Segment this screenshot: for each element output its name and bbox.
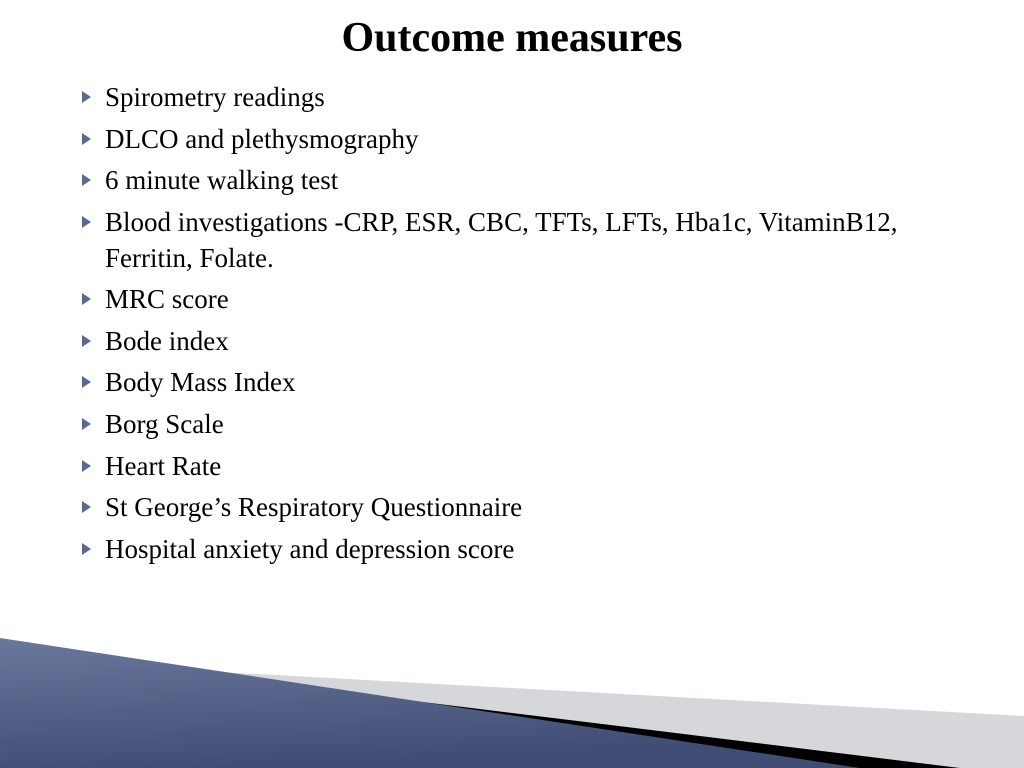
triangle-bullet-icon bbox=[82, 418, 91, 430]
list-item: DLCO and plethysmography bbox=[82, 122, 964, 158]
triangle-bullet-icon bbox=[82, 133, 91, 145]
list-item-text: St George’s Respiratory Questionnaire bbox=[105, 490, 964, 526]
slide: Outcome measures Spirometry readings DLCO… bbox=[0, 0, 1024, 768]
slide-content: Spirometry readings DLCO and plethysmogra… bbox=[0, 62, 1024, 568]
corner-decoration bbox=[0, 598, 1024, 768]
list-item-text: Borg Scale bbox=[105, 407, 964, 443]
list-item-text: Spirometry readings bbox=[105, 80, 964, 116]
triangle-bullet-icon bbox=[82, 543, 91, 555]
list-item: Borg Scale bbox=[82, 407, 964, 443]
list-item: St George’s Respiratory Questionnaire bbox=[82, 490, 964, 526]
list-item: Bode index bbox=[82, 324, 964, 360]
list-item: Spirometry readings bbox=[82, 80, 964, 116]
bullet-list: Spirometry readings DLCO and plethysmogra… bbox=[82, 80, 964, 568]
triangle-bullet-icon bbox=[82, 216, 91, 228]
list-item-text: Hospital anxiety and depression score bbox=[105, 532, 964, 568]
list-item-text: DLCO and plethysmography bbox=[105, 122, 964, 158]
list-item-text: 6 minute walking test bbox=[105, 163, 964, 199]
list-item-text: Blood investigations -CRP, ESR, CBC, TFT… bbox=[105, 205, 964, 276]
list-item-text: Heart Rate bbox=[105, 449, 964, 485]
triangle-bullet-icon bbox=[82, 460, 91, 472]
list-item-text: MRC score bbox=[105, 282, 964, 318]
list-item: 6 minute walking test bbox=[82, 163, 964, 199]
list-item: Heart Rate bbox=[82, 449, 964, 485]
decor-gray-wedge bbox=[0, 660, 1024, 768]
list-item-text: Bode index bbox=[105, 324, 964, 360]
triangle-bullet-icon bbox=[82, 91, 91, 103]
decor-black-wedge bbox=[0, 650, 960, 768]
slide-title: Outcome measures bbox=[0, 0, 1024, 62]
list-item: Hospital anxiety and depression score bbox=[82, 532, 964, 568]
triangle-bullet-icon bbox=[82, 174, 91, 186]
triangle-bullet-icon bbox=[82, 501, 91, 513]
list-item: Blood investigations -CRP, ESR, CBC, TFT… bbox=[82, 205, 964, 276]
list-item-text: Body Mass Index bbox=[105, 365, 964, 401]
triangle-bullet-icon bbox=[82, 293, 91, 305]
triangle-bullet-icon bbox=[82, 335, 91, 347]
triangle-bullet-icon bbox=[82, 376, 91, 388]
list-item: MRC score bbox=[82, 282, 964, 318]
decor-blue-wedge bbox=[0, 638, 860, 768]
list-item: Body Mass Index bbox=[82, 365, 964, 401]
